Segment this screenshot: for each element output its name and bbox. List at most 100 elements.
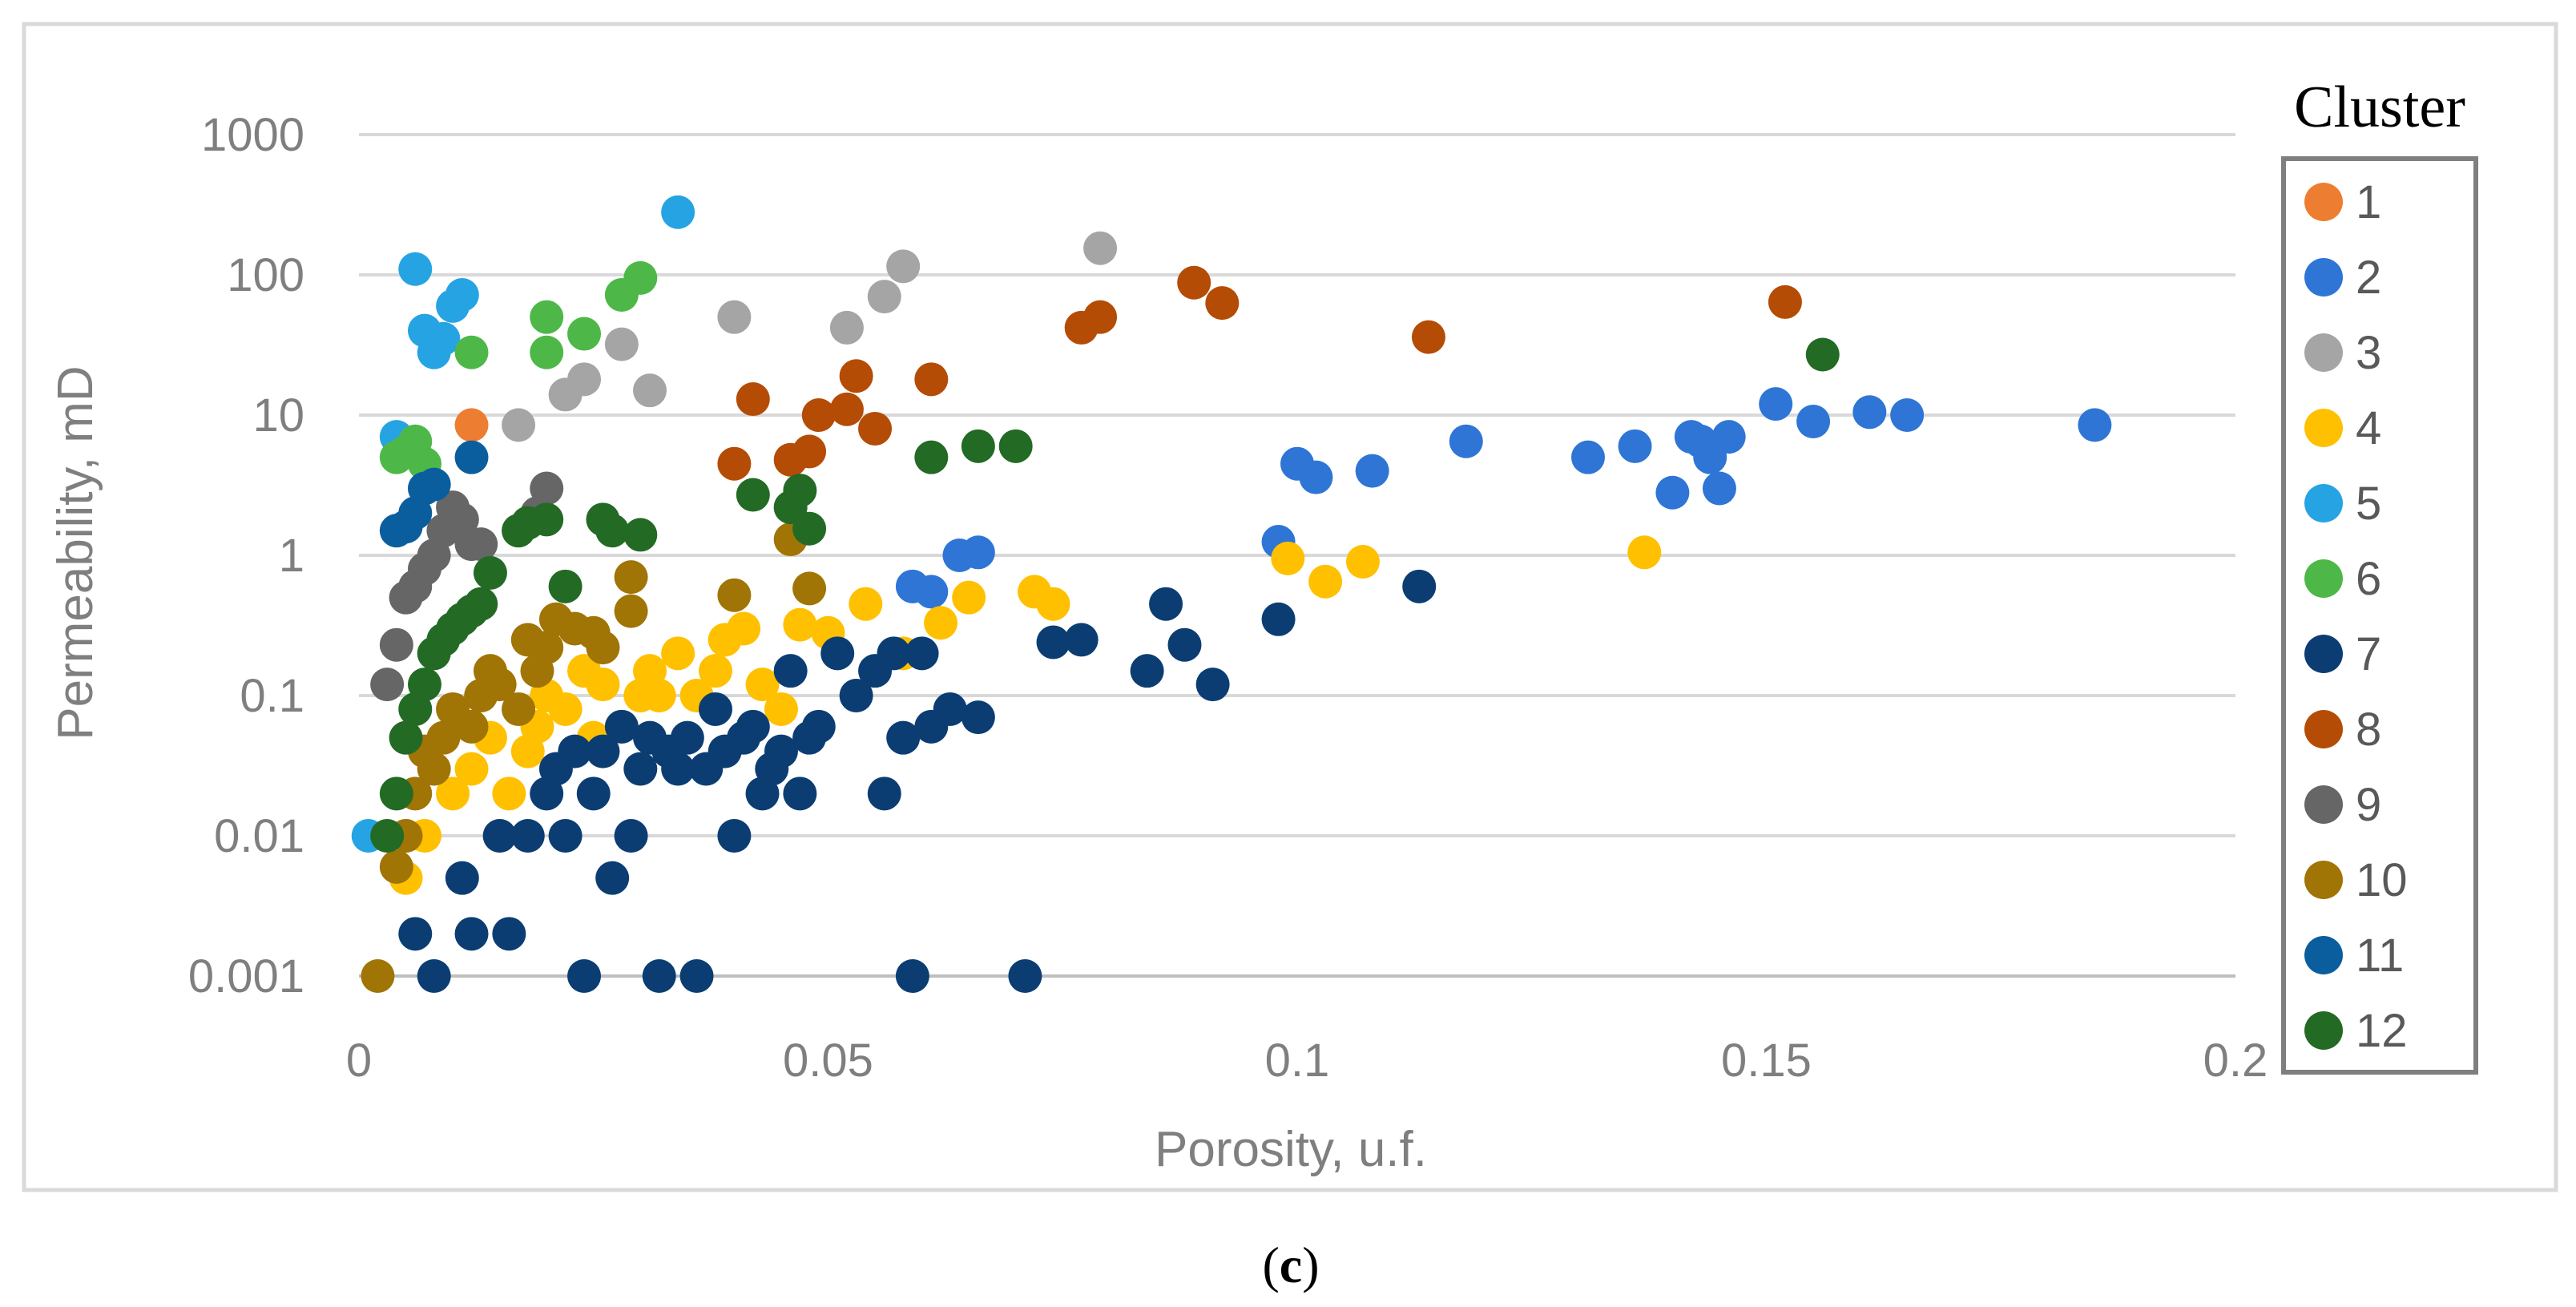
data-point (745, 668, 780, 702)
series-10 (361, 522, 827, 993)
x-tick-label: 0.15 (1721, 1035, 1812, 1087)
data-point (698, 654, 732, 688)
data-point (1271, 541, 1305, 575)
legend-marker-1 (2304, 183, 2343, 221)
data-point (867, 777, 901, 811)
data-point (1008, 959, 1042, 993)
data-point (407, 668, 441, 702)
data-point (586, 734, 620, 768)
y-tick-label: 1000 (201, 109, 304, 161)
data-point (679, 959, 714, 993)
data-point (736, 382, 770, 417)
data-point (454, 709, 489, 744)
series-11 (379, 440, 489, 548)
data-point (567, 317, 602, 351)
x-axis-title: Porosity, u.f. (1155, 1122, 1427, 1177)
data-point (895, 959, 929, 993)
legend-marker-3 (2304, 333, 2343, 372)
data-point (792, 571, 827, 606)
legend-label-9: 9 (2356, 779, 2381, 831)
data-point (604, 709, 639, 744)
x-tick-label: 0 (346, 1035, 372, 1087)
data-point (1411, 320, 1445, 354)
data-point (558, 734, 592, 768)
data-point (1167, 627, 1202, 662)
data-point (548, 569, 583, 603)
legend-label-4: 4 (2356, 402, 2381, 454)
y-tick-label: 100 (227, 249, 304, 301)
data-point (502, 408, 536, 442)
data-point (1355, 454, 1389, 488)
data-point (1083, 231, 1118, 265)
data-point (829, 310, 864, 345)
legend-label-12: 12 (2356, 1005, 2408, 1057)
data-point (454, 440, 489, 474)
legend-marker-9 (2304, 785, 2343, 824)
data-point (586, 631, 620, 665)
data-point (426, 720, 461, 755)
data-point (567, 959, 602, 993)
data-point (389, 720, 423, 755)
data-point (604, 327, 639, 361)
data-point (417, 467, 451, 502)
series-1 (454, 408, 489, 442)
data-point (1064, 623, 1099, 657)
series-8 (717, 265, 1802, 481)
legend-label-2: 2 (2356, 252, 2381, 304)
data-point (530, 300, 564, 334)
data-point (586, 668, 620, 702)
legend-marker-10 (2304, 861, 2343, 899)
data-point (398, 252, 433, 286)
data-point (820, 636, 855, 671)
data-point (454, 752, 489, 786)
data-point (1768, 284, 1802, 319)
data-point (783, 777, 817, 811)
y-tick-label: 0.1 (240, 670, 304, 722)
data-point (1195, 668, 1230, 702)
data-point (801, 709, 836, 744)
data-point (1130, 654, 1164, 688)
legend-marker-4 (2304, 409, 2343, 447)
data-point (1308, 564, 1343, 599)
legend-title: Cluster (2294, 75, 2465, 140)
data-point (379, 777, 413, 811)
legend-label-3: 3 (2356, 327, 2381, 379)
data-point (736, 478, 770, 512)
data-point (886, 720, 921, 755)
data-point (530, 502, 564, 537)
data-point (370, 668, 405, 702)
series-5 (351, 195, 695, 853)
data-point (792, 434, 827, 469)
legend-marker-5 (2304, 484, 2343, 522)
data-point (1852, 395, 1887, 430)
data-point (482, 819, 517, 853)
data-point (1655, 475, 1690, 510)
data-point (801, 398, 836, 432)
legend-label-10: 10 (2356, 854, 2408, 906)
data-point (642, 679, 676, 712)
data-point (1711, 420, 1746, 454)
data-point (614, 594, 648, 628)
data-point (661, 752, 695, 786)
data-point (530, 631, 564, 665)
data-point (510, 819, 545, 853)
data-point (961, 535, 995, 570)
x-tick-label: 0.05 (783, 1035, 873, 1087)
data-point (1149, 587, 1183, 621)
data-point (1805, 337, 1840, 372)
data-point (370, 819, 405, 853)
y-tick-label: 0.01 (214, 810, 304, 862)
series-3 (502, 231, 1118, 442)
data-point (473, 555, 507, 590)
data-point (849, 587, 883, 621)
data-point (924, 606, 958, 640)
legend-marker-2 (2304, 258, 2343, 296)
figure-caption: (c) (1262, 1236, 1319, 1293)
data-point (548, 692, 583, 726)
data-point (1449, 424, 1483, 458)
data-point (482, 668, 517, 702)
data-point (454, 408, 489, 442)
data-point (1759, 387, 1793, 422)
data-point (736, 709, 770, 744)
